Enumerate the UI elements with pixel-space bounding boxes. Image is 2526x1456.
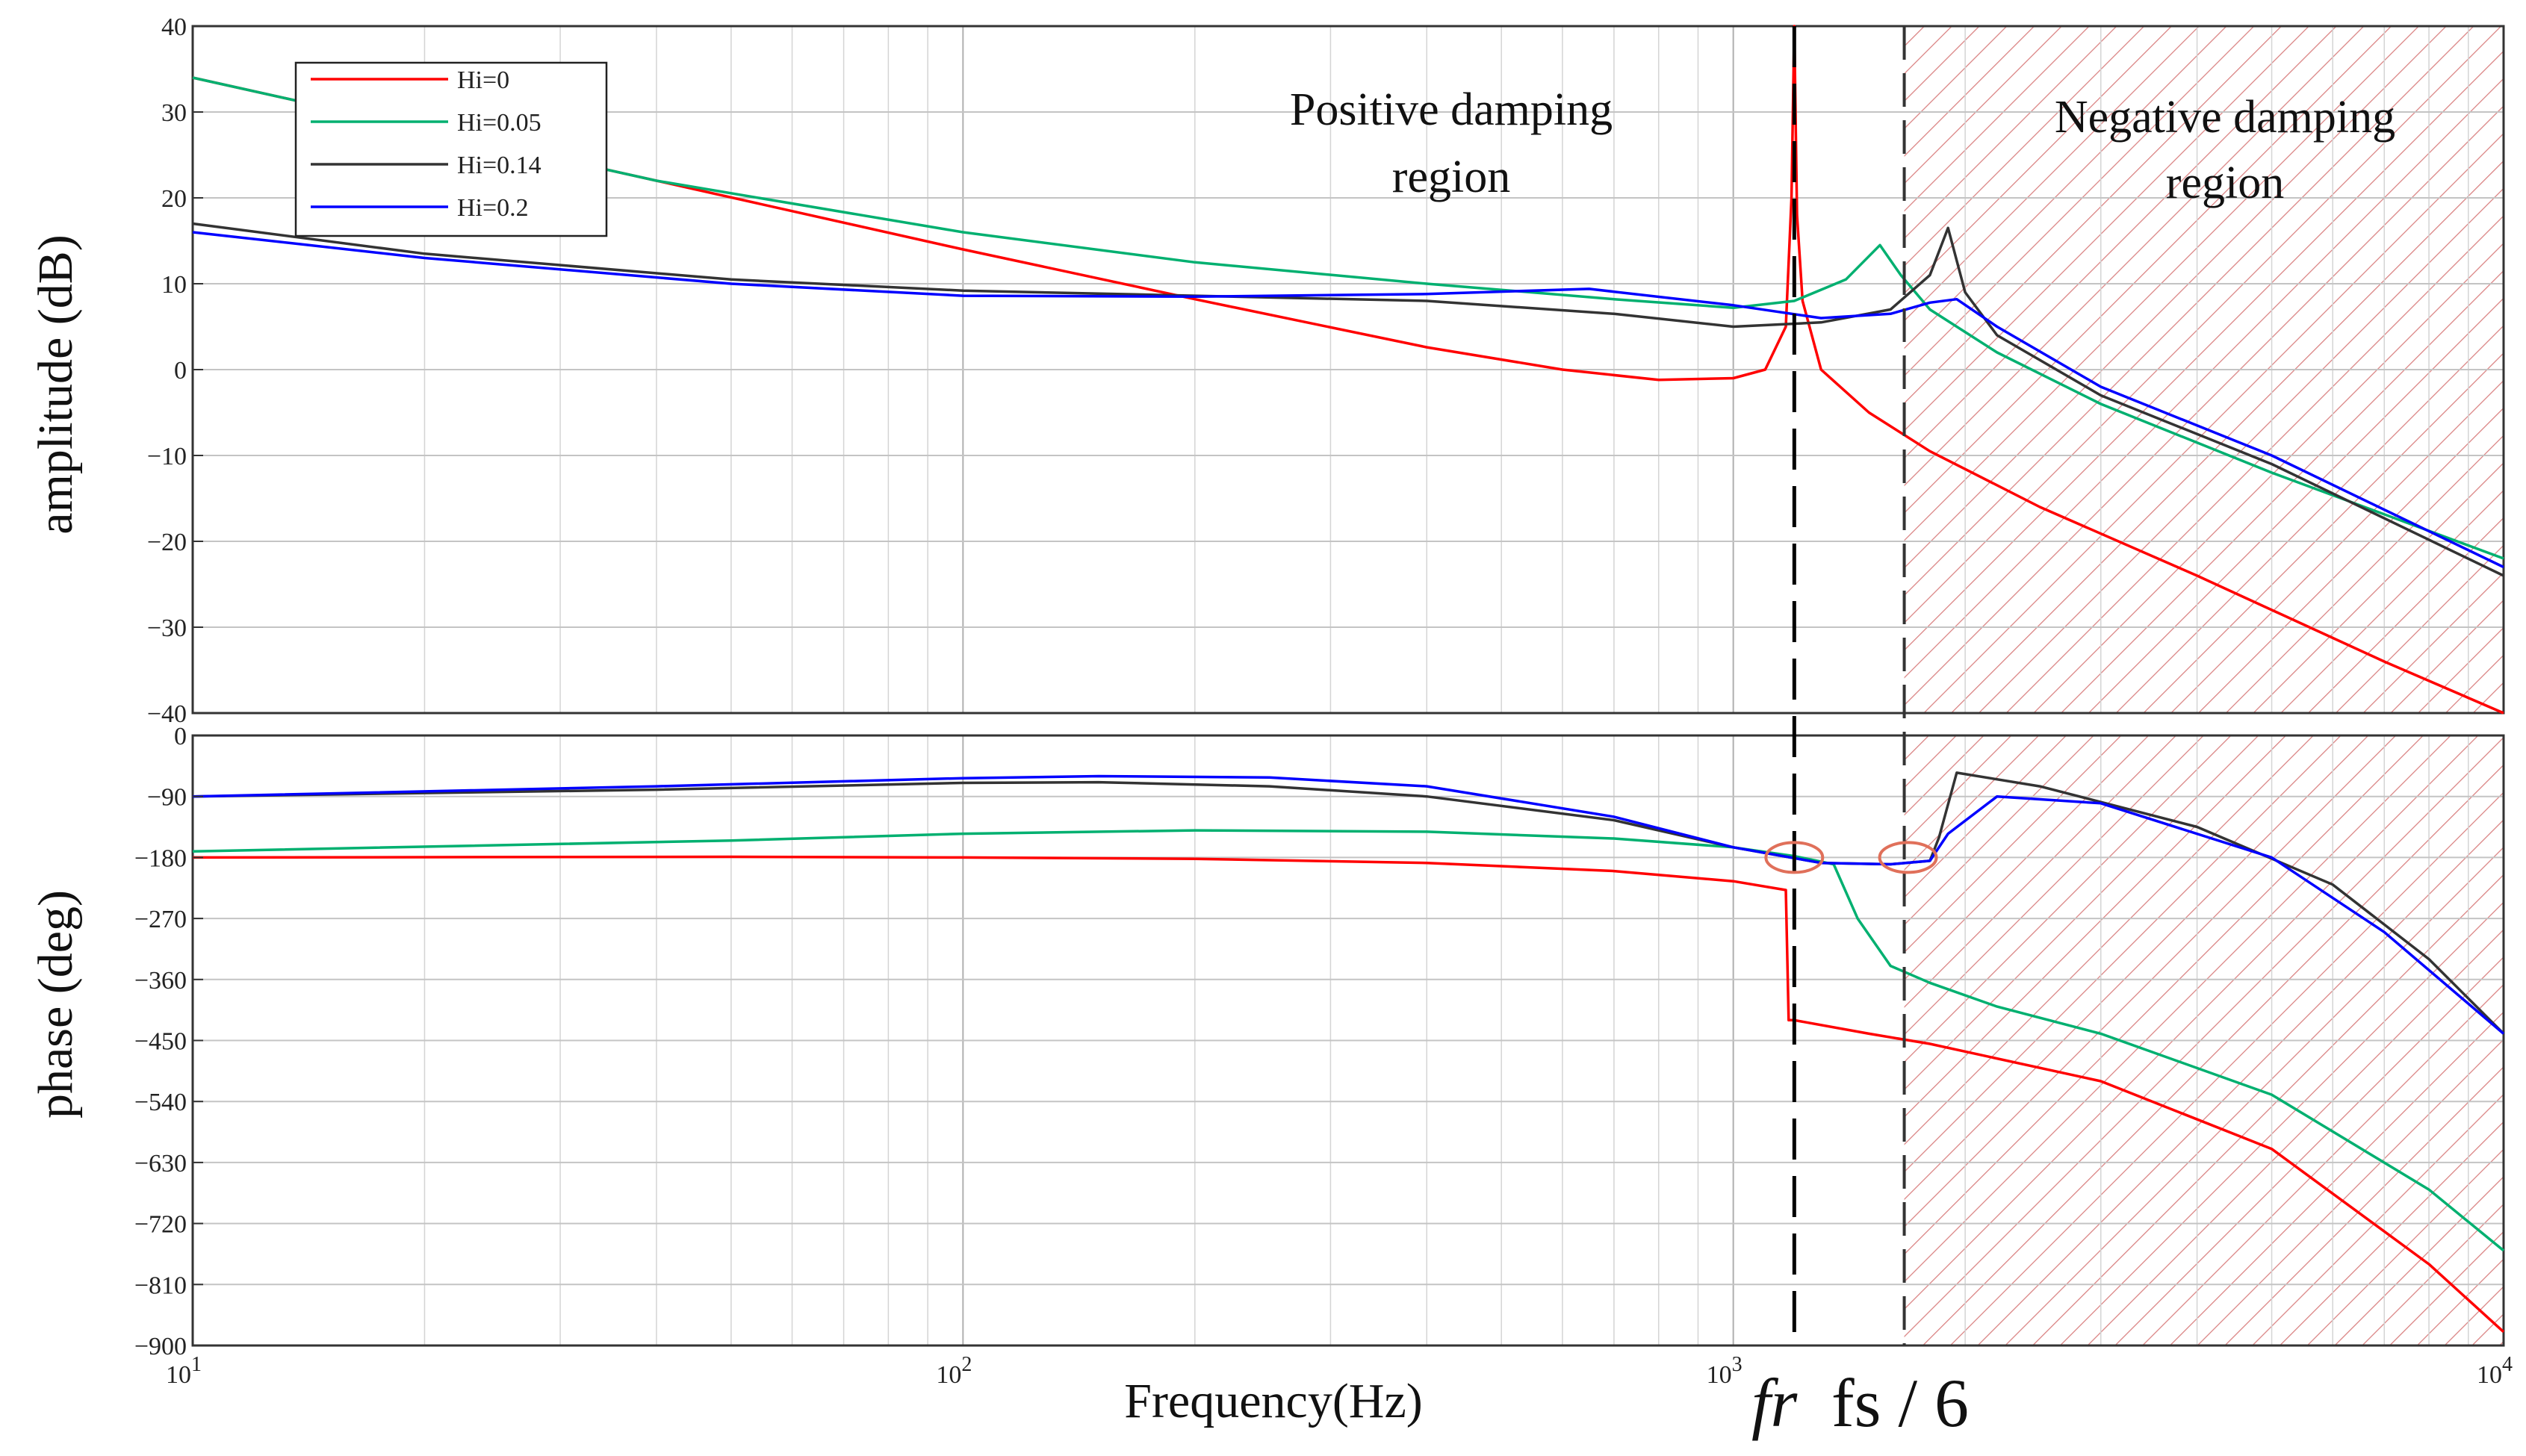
- frequency-axis-title: Frequency(Hz): [1124, 1374, 1422, 1428]
- phase-y-tick-label: −90: [147, 784, 187, 812]
- phase-crossing-circle-2: [1878, 841, 1938, 874]
- fr-label: fr: [1751, 1365, 1799, 1441]
- negative-damping-label-line2: region: [2166, 158, 2284, 208]
- legend-label-3: Hi=0.2: [457, 194, 529, 222]
- phase-y-tick-label: 0: [174, 723, 187, 750]
- amplitude-y-tick-label: −40: [147, 700, 187, 728]
- phase-y-tick-label: −810: [134, 1272, 187, 1299]
- phase-y-tick-label: −360: [134, 967, 187, 995]
- legend-label-2: Hi=0.14: [457, 152, 541, 179]
- phase-crossing-circle-1: [1764, 841, 1825, 874]
- amplitude-y-tick-label: −10: [147, 443, 187, 470]
- phase-y-tick-label: −900: [134, 1333, 187, 1360]
- x-tick-exponent: 3: [1732, 1353, 1743, 1376]
- phase-series-0: [192, 855, 2505, 1334]
- amplitude-series-3: [192, 231, 2504, 569]
- x-tick-exponent: 2: [961, 1353, 972, 1376]
- amplitude-series-2: [192, 222, 2504, 577]
- amplitude-y-tick-label: 40: [161, 13, 187, 41]
- amplitude-y-tick-label: 10: [161, 271, 187, 299]
- phase-y-tick-label: −450: [134, 1028, 187, 1056]
- amplitude-series: [192, 25, 2504, 715]
- x-tick-base: 10: [2477, 1361, 2502, 1389]
- phase-axis-title: phase (deg): [28, 890, 83, 1119]
- legend: Hi=0 Hi=0.05 Hi=0.14 Hi=0.2: [294, 61, 608, 237]
- phase-y-ticks: 0 −90 −180 −270 −360 −450 −540 −630 −720 −810 −900: [134, 723, 203, 1360]
- x-tick-label: 101: [166, 1353, 202, 1389]
- x-tick-base: 10: [936, 1361, 961, 1389]
- phase-y-tick-label: −270: [134, 906, 187, 933]
- amplitude-y-tick-label: 0: [174, 357, 187, 385]
- positive-damping-label-line1: Positive damping: [1290, 84, 1613, 135]
- phase-y-tick-label: −720: [134, 1211, 187, 1239]
- amplitude-y-tick-label: −20: [147, 529, 187, 556]
- amplitude-y-tick-label: −30: [147, 615, 187, 642]
- amplitude-axis-title: amplitude (dB): [28, 234, 83, 534]
- amplitude-y-tick-label: 30: [161, 99, 187, 127]
- amplitude-y-tick-label: 20: [161, 185, 187, 213]
- x-tick-exponent: 4: [2502, 1353, 2513, 1376]
- x-tick-base: 10: [166, 1361, 191, 1389]
- x-tick-base: 10: [1707, 1361, 1732, 1389]
- fs6-label: fs / 6: [1831, 1365, 1969, 1441]
- x-tick-exponent: 1: [191, 1353, 202, 1376]
- x-ticks: 101 102 103 104: [166, 1353, 2513, 1389]
- phase-y-tick-label: −630: [134, 1150, 187, 1177]
- phase-y-tick-label: −540: [134, 1089, 187, 1116]
- negative-damping-label-line1: Negative damping: [2055, 92, 2395, 143]
- legend-label-1: Hi=0.05: [457, 109, 541, 137]
- amplitude-series-0: [192, 25, 2504, 715]
- x-tick-label: 102: [936, 1353, 972, 1389]
- x-tick-label: 103: [1707, 1353, 1743, 1389]
- phase-y-tick-label: −180: [134, 844, 187, 872]
- amplitude-series-1: [192, 76, 2504, 560]
- legend-box: [294, 61, 608, 237]
- amplitude-y-ticks: 40 30 20 10 0 −10 −20 −30 −40: [147, 13, 203, 728]
- positive-damping-label-line2: region: [1392, 152, 1510, 202]
- x-tick-label: 104: [2477, 1353, 2513, 1389]
- legend-label-0: Hi=0: [457, 66, 509, 94]
